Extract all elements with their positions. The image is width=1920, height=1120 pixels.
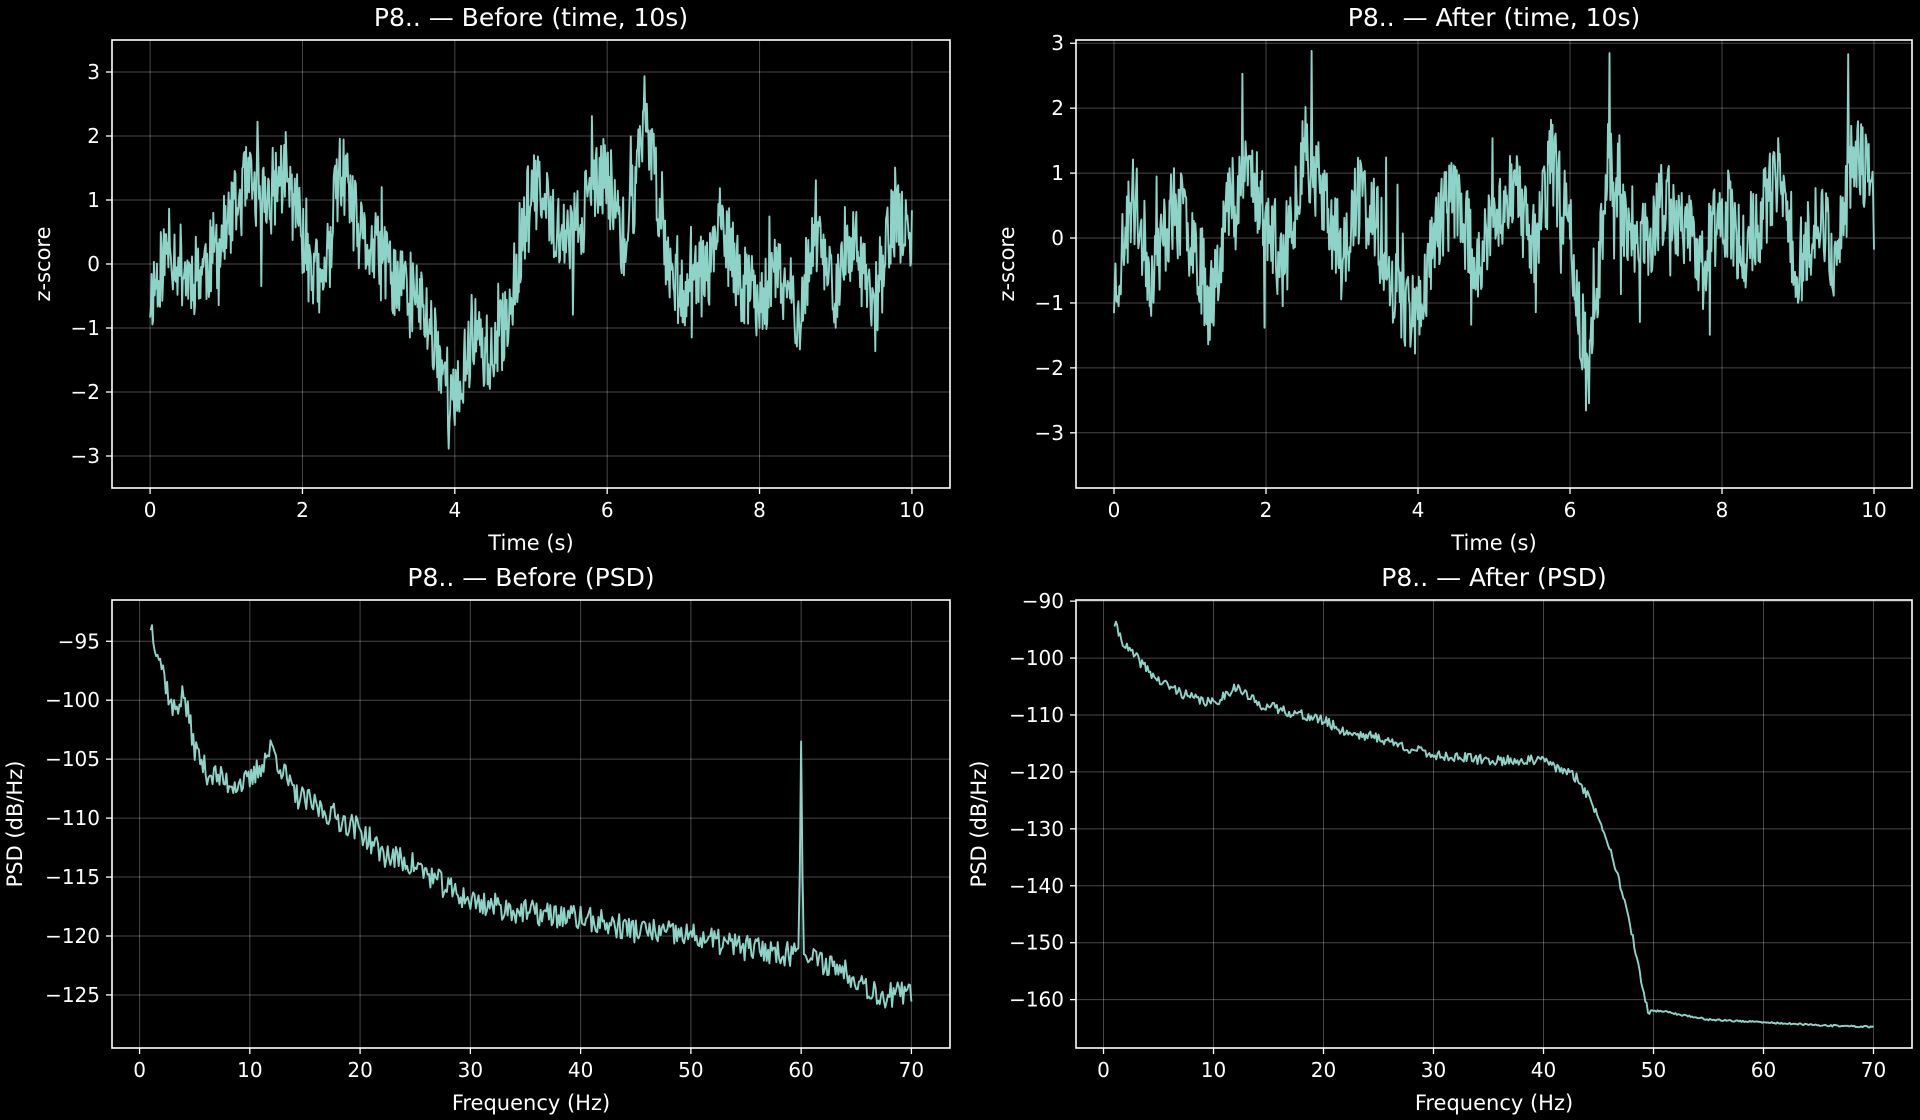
series-line [1113, 620, 1874, 1029]
y-tick-label: −140 [1009, 874, 1064, 898]
y-tick-label: −1 [71, 316, 100, 340]
chart-before-psd: 0 10 20 30 40 50 60 70 −125 −120 −115 −110 −105 −100 −… [3, 563, 951, 1115]
y-tick-label: 0 [87, 252, 100, 276]
y-tick-label: 2 [1051, 96, 1064, 120]
chart-title: P8.. — After (PSD) [1381, 563, 1606, 592]
x-tick-label: 6 [601, 498, 614, 522]
series-line [149, 75, 913, 450]
x-tick-label: 10 [1201, 1058, 1226, 1082]
x-tick-label: 0 [1097, 1058, 1110, 1082]
y-tick-label: −2 [1035, 356, 1064, 380]
x-tick-label: 2 [296, 498, 309, 522]
x-tick-label: 50 [1641, 1058, 1666, 1082]
x-tick-label: 30 [1421, 1058, 1446, 1082]
chart-title: P8.. — Before (time, 10s) [374, 3, 688, 32]
chart-title: P8.. — After (time, 10s) [1348, 3, 1640, 32]
x-tick-label: 20 [1311, 1058, 1336, 1082]
y-tick-label: −120 [1009, 760, 1064, 784]
x-tick-label: 6 [1564, 498, 1577, 522]
series-line [1113, 49, 1875, 412]
x-tick-label: 40 [1531, 1058, 1556, 1082]
y-tick-label: −2 [71, 380, 100, 404]
x-tick-label: 4 [448, 498, 461, 522]
x-tick-label: 50 [678, 1058, 703, 1082]
x-axis-label: Frequency (Hz) [452, 1091, 610, 1115]
x-tick-label: 40 [568, 1058, 593, 1082]
y-tick-label: 3 [1051, 31, 1064, 55]
y-axis-label: z-score [995, 226, 1019, 301]
y-tick-label: −105 [45, 747, 100, 771]
y-tick-label: −115 [45, 865, 100, 889]
y-tick-label: 1 [87, 188, 100, 212]
y-tick-label: 0 [1051, 226, 1064, 250]
x-tick-label: 8 [753, 498, 766, 522]
y-axis-label: PSD (dB/Hz) [967, 761, 991, 888]
y-tick-label: −125 [45, 983, 100, 1007]
chart-before-time: 0 2 4 6 8 10 −3 −2 −1 0 1 2 3 P8.. — Before (time, 10… [31, 3, 951, 555]
plot-frame [111, 599, 951, 1049]
y-tick-label: −100 [1009, 646, 1064, 670]
y-tick-label: 3 [87, 60, 100, 84]
chart-after-psd: 0 10 20 30 40 50 60 70 −160 −150 −140 −130 −120 −110 −… [967, 563, 1913, 1115]
y-axis-label: z-score [31, 226, 55, 301]
x-tick-label: 0 [144, 498, 157, 522]
y-tick-label: −3 [1035, 421, 1064, 445]
y-tick-label: −120 [45, 924, 100, 948]
x-axis-label: Time (s) [487, 531, 573, 555]
x-tick-label: 60 [1751, 1058, 1776, 1082]
x-tick-label: 10 [1861, 498, 1886, 522]
x-tick-label: 10 [237, 1058, 262, 1082]
x-tick-label: 70 [899, 1058, 924, 1082]
x-tick-label: 0 [1108, 498, 1121, 522]
chart-title: P8.. — Before (PSD) [407, 563, 654, 592]
x-tick-label: 8 [1716, 498, 1729, 522]
y-tick-label: −150 [1009, 931, 1064, 955]
y-tick-label: −100 [45, 688, 100, 712]
y-tick-label: 2 [87, 124, 100, 148]
plot-frame [1075, 599, 1913, 1049]
y-tick-label: 1 [1051, 161, 1064, 185]
y-tick-label: −3 [71, 444, 100, 468]
x-tick-label: 10 [899, 498, 924, 522]
x-tick-label: 4 [1412, 498, 1425, 522]
chart-after-time: 0 2 4 6 8 10 −3 −2 −1 0 1 2 3 P8.. — After (time, 10s… [995, 3, 1913, 555]
series-line [149, 624, 913, 1009]
x-tick-label: 0 [133, 1058, 146, 1082]
plot-frame [1075, 39, 1913, 489]
x-axis-label: Time (s) [1450, 531, 1536, 555]
y-tick-label: −110 [45, 806, 100, 830]
y-tick-label: −95 [58, 629, 100, 653]
x-tick-label: 2 [1260, 498, 1273, 522]
y-tick-label: −90 [1022, 589, 1064, 613]
x-tick-label: 20 [347, 1058, 372, 1082]
y-tick-label: −110 [1009, 703, 1064, 727]
y-tick-label: −1 [1035, 291, 1064, 315]
x-tick-label: 30 [458, 1058, 483, 1082]
x-tick-label: 70 [1861, 1058, 1886, 1082]
x-tick-label: 60 [788, 1058, 813, 1082]
y-tick-label: −130 [1009, 817, 1064, 841]
x-axis-label: Frequency (Hz) [1415, 1091, 1573, 1115]
y-axis-label: PSD (dB/Hz) [3, 761, 27, 888]
y-tick-label: −160 [1009, 988, 1064, 1012]
